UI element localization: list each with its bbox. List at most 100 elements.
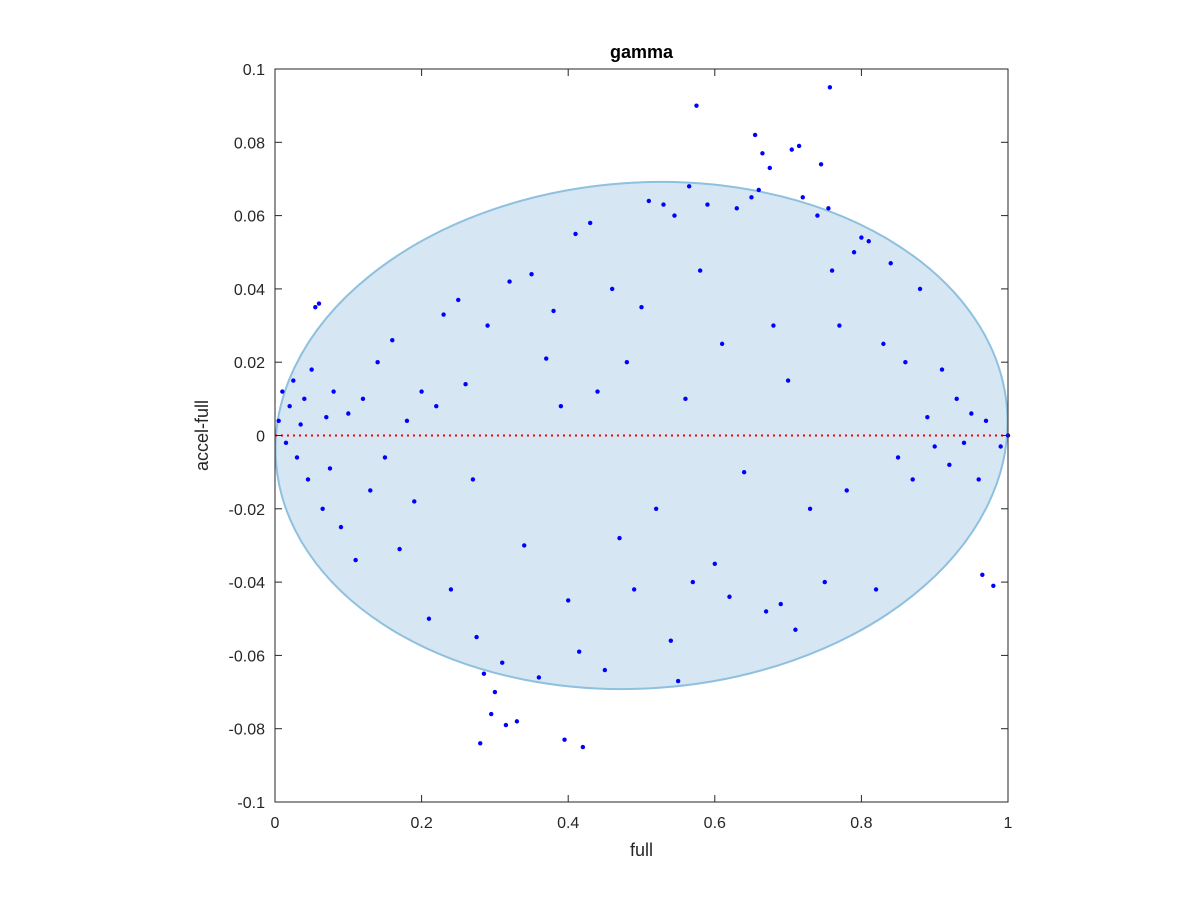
data-point xyxy=(675,678,681,684)
data-point xyxy=(474,634,479,640)
data-point xyxy=(287,403,292,409)
data-point xyxy=(837,323,842,328)
data-point xyxy=(734,206,739,211)
data-point xyxy=(492,689,498,695)
data-point xyxy=(954,396,959,402)
data-point xyxy=(910,477,915,482)
data-point xyxy=(404,418,410,424)
data-point xyxy=(489,711,494,717)
data-point xyxy=(917,286,923,292)
data-point xyxy=(320,506,325,511)
data-point xyxy=(412,499,417,504)
data-point xyxy=(873,587,879,592)
data-point xyxy=(617,535,622,541)
data-point xyxy=(631,587,637,592)
data-point xyxy=(672,213,677,218)
data-point xyxy=(529,272,534,277)
x-tick-label: 0.6 xyxy=(704,815,726,832)
data-point xyxy=(668,638,674,643)
data-point xyxy=(763,609,769,614)
data-point xyxy=(456,297,461,303)
plot-area xyxy=(274,85,1011,750)
y-tick-label: 0.04 xyxy=(234,282,265,299)
data-point xyxy=(346,411,351,416)
y-tick-label: -0.04 xyxy=(229,575,266,592)
data-point xyxy=(316,301,322,306)
data-point xyxy=(991,583,996,588)
data-point xyxy=(331,389,336,394)
data-point xyxy=(961,440,967,446)
y-tick-label: 0.02 xyxy=(234,355,265,372)
data-point xyxy=(602,667,608,673)
data-point xyxy=(609,286,615,292)
data-point xyxy=(463,381,468,387)
data-point xyxy=(368,488,373,493)
data-point xyxy=(514,719,520,724)
data-point xyxy=(690,579,696,585)
y-tick-label: 0.08 xyxy=(234,135,265,152)
data-point xyxy=(888,261,893,266)
data-point xyxy=(382,455,388,460)
y-tick-label: -0.08 xyxy=(229,722,266,739)
data-point xyxy=(441,312,446,317)
y-axis-label: accel-full xyxy=(192,400,212,471)
data-point xyxy=(767,165,772,171)
data-point xyxy=(844,488,849,493)
y-tick-label: 0.06 xyxy=(234,209,265,226)
data-point xyxy=(807,506,813,511)
data-point xyxy=(653,506,659,511)
y-tick-label: -0.06 xyxy=(229,648,266,665)
data-point xyxy=(624,360,630,365)
data-point xyxy=(576,649,582,654)
data-point xyxy=(771,323,776,328)
data-point xyxy=(536,675,542,680)
data-point xyxy=(558,403,564,409)
data-point xyxy=(818,162,824,167)
y-tick-label: -0.1 xyxy=(237,795,265,812)
data-point xyxy=(826,206,831,211)
data-point xyxy=(302,396,307,402)
x-tick-label: 0.4 xyxy=(557,815,579,832)
data-point xyxy=(815,213,820,218)
data-point xyxy=(822,579,827,585)
chart-title: gamma xyxy=(610,42,674,62)
x-tick-label: 0.2 xyxy=(410,815,432,832)
data-point xyxy=(573,231,578,237)
data-point xyxy=(686,184,692,189)
data-point xyxy=(551,308,556,314)
data-point xyxy=(448,587,454,592)
data-point xyxy=(313,305,318,310)
data-point xyxy=(434,403,439,409)
data-point xyxy=(390,338,395,343)
data-point xyxy=(712,561,717,566)
data-point xyxy=(881,341,886,347)
data-point xyxy=(397,546,402,552)
y-tick-label: 0 xyxy=(256,429,265,446)
data-point xyxy=(983,418,989,424)
data-point xyxy=(851,250,857,255)
data-point xyxy=(485,323,490,328)
data-point xyxy=(800,195,805,200)
x-tick-label: 1 xyxy=(1004,815,1013,832)
data-point xyxy=(481,671,487,676)
data-point xyxy=(661,202,666,207)
data-point xyxy=(291,378,296,383)
data-point xyxy=(507,279,512,284)
data-point xyxy=(639,305,644,310)
data-point xyxy=(903,360,908,365)
data-point xyxy=(503,722,509,728)
data-point xyxy=(298,422,303,427)
data-point xyxy=(419,389,424,394)
data-point xyxy=(793,627,798,632)
data-point xyxy=(947,462,952,468)
data-point xyxy=(859,235,864,240)
data-point xyxy=(522,543,527,548)
data-point xyxy=(338,524,344,530)
data-point xyxy=(727,594,732,599)
data-point xyxy=(752,132,758,138)
data-point xyxy=(756,187,761,193)
data-point xyxy=(969,411,974,416)
data-point xyxy=(276,418,281,424)
data-point xyxy=(580,744,586,750)
data-point xyxy=(544,356,549,361)
